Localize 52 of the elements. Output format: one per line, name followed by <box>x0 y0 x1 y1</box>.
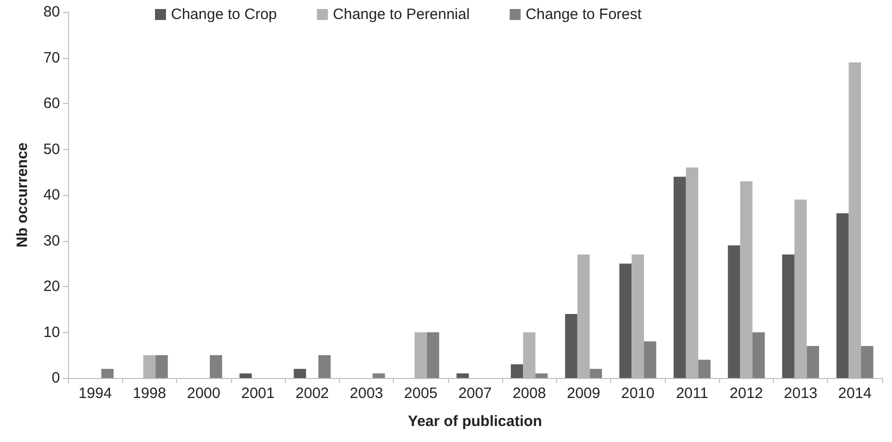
x-tick-label: 2011 <box>676 385 708 402</box>
y-tick-label: 70 <box>43 49 60 66</box>
y-tick-label: 60 <box>43 95 60 112</box>
x-tick-label: 2001 <box>241 385 275 402</box>
y-tick-label: 10 <box>43 324 60 341</box>
x-tick-label: 2000 <box>186 385 220 402</box>
x-tick-label: 2009 <box>566 385 600 402</box>
bar <box>239 373 252 378</box>
bar <box>456 373 469 378</box>
bar <box>644 341 656 378</box>
x-tick-label: 2008 <box>512 385 546 402</box>
bar <box>674 176 686 378</box>
bar <box>619 264 632 378</box>
legend-label: Change to Forest <box>526 6 642 23</box>
y-tick-label: 30 <box>43 232 60 250</box>
bar <box>101 368 114 378</box>
bar <box>728 245 740 378</box>
bar <box>210 355 222 378</box>
bar <box>426 332 440 378</box>
x-axis-title: Year of publication <box>408 413 542 430</box>
bar <box>806 346 820 378</box>
bar <box>294 368 306 378</box>
y-tick-label: 0 <box>52 370 60 386</box>
bar <box>565 314 578 378</box>
x-tick-label: 1994 <box>78 385 112 402</box>
y-tick-label: 20 <box>43 278 60 295</box>
legend-label: Change to Perennial <box>332 6 470 23</box>
x-tick-label: 2007 <box>458 385 492 402</box>
bar <box>372 373 385 378</box>
y-tick-label: 80 <box>43 4 60 20</box>
bar <box>782 254 794 378</box>
x-tick-label: 2010 <box>621 385 654 402</box>
y-tick-label: 50 <box>43 140 60 158</box>
y-axis-title: Nb occurrence <box>14 142 31 248</box>
legend-label: Change to Crop <box>171 6 277 23</box>
bar <box>156 355 168 378</box>
bar <box>698 360 711 378</box>
x-tick-label: 2005 <box>404 385 438 402</box>
x-tick-label: 2013 <box>784 385 818 402</box>
bar <box>590 368 602 378</box>
bar <box>535 373 548 378</box>
x-tick-label: 2014 <box>838 385 872 402</box>
x-tick-label: 1998 <box>132 385 166 402</box>
bar <box>836 213 849 378</box>
x-tick-label: 2012 <box>730 385 764 402</box>
y-tick-label: 40 <box>43 186 60 204</box>
bar <box>318 355 331 378</box>
x-tick-label: 2003 <box>350 385 384 402</box>
x-tick-label: 2002 <box>296 385 329 402</box>
bar <box>752 332 765 378</box>
bar <box>510 364 524 378</box>
bar <box>861 346 874 378</box>
